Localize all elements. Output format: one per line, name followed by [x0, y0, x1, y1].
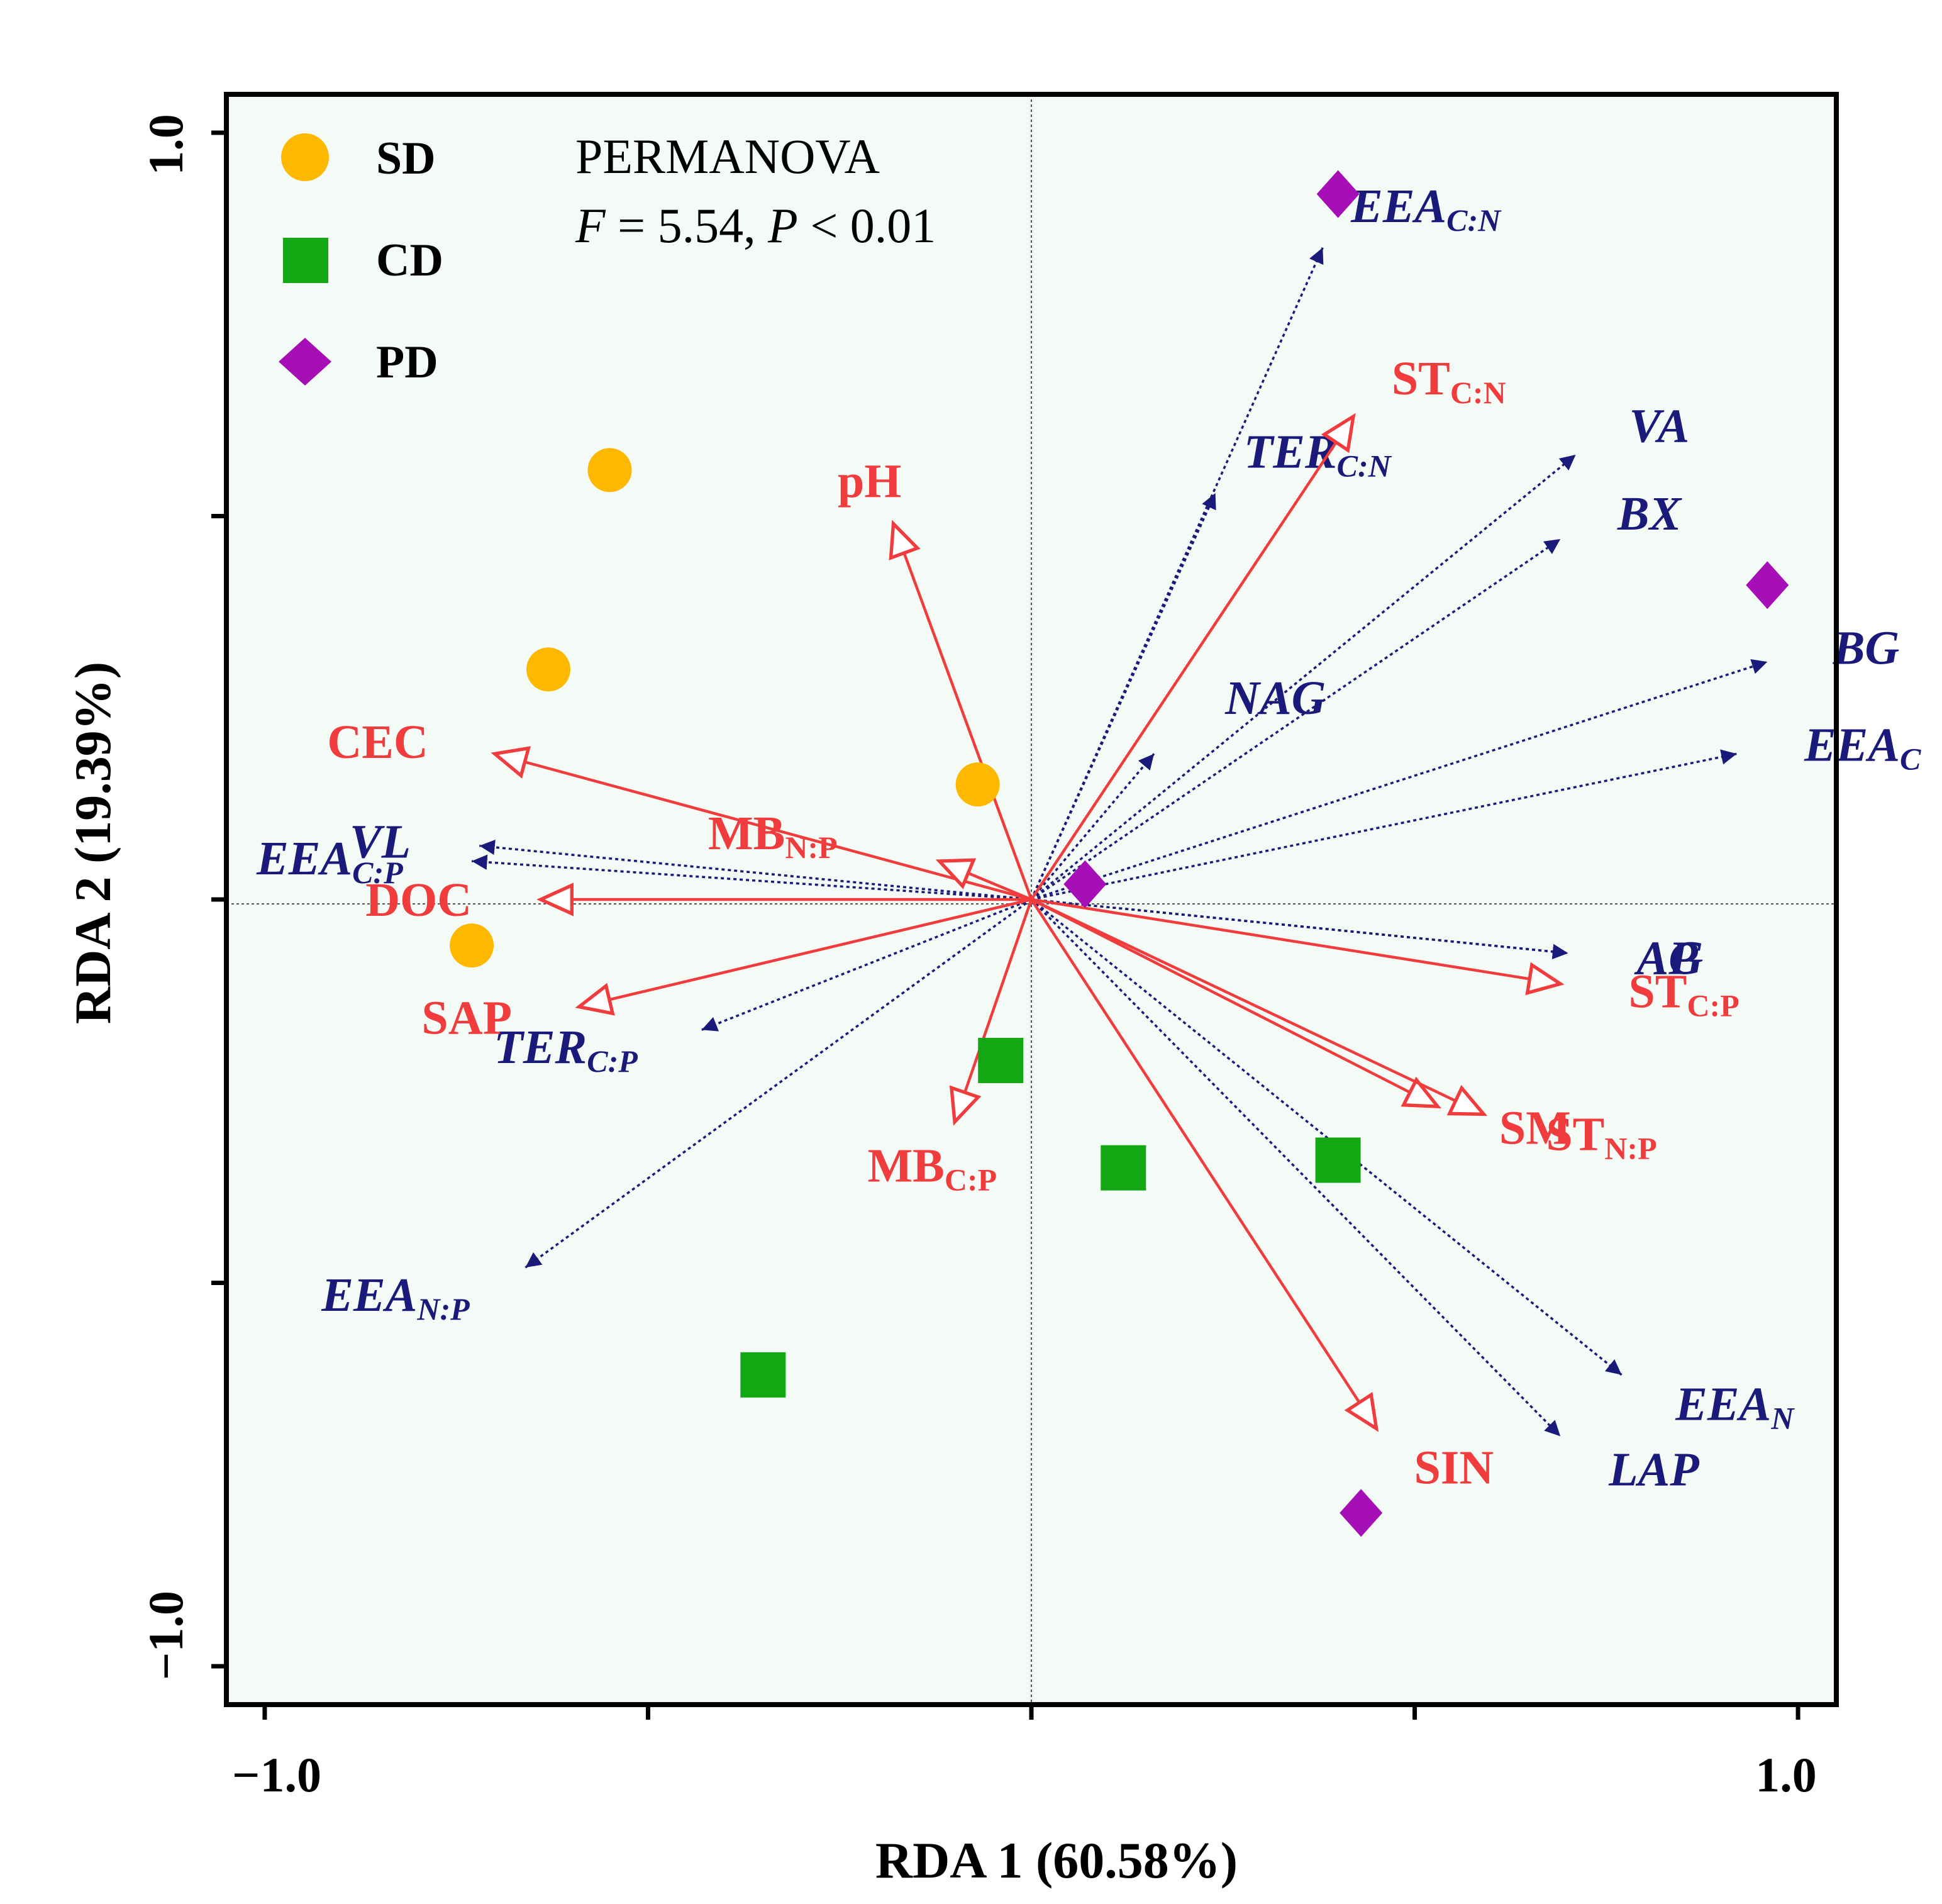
f-value: = 5.54, [606, 198, 768, 253]
enzyme-vector-ap-7-label: AP [1634, 932, 1699, 985]
enzyme-vector-lap-14-label: LAP [1608, 1443, 1699, 1496]
env-vector-sap-4-label: SAP [421, 992, 512, 1045]
point-cd-1 [1101, 1145, 1146, 1191]
env-vector-doc-3-label: DOC [365, 874, 472, 927]
y-axis-title: RDA 2 (19.39%) [64, 662, 121, 1024]
enzyme-vector-eean-13-label: EEAN [1675, 1378, 1795, 1436]
enzyme-vector-vl-9 [479, 839, 1032, 901]
env-vector-stcn-6 [1030, 413, 1356, 901]
legend: SD CD PD [279, 133, 443, 388]
enzyme-vector-nag-4-label: NAG [1224, 672, 1326, 725]
enzyme-vector-eeacp-10 [471, 854, 1032, 901]
point-cd-3 [740, 1352, 786, 1398]
env-vector-ph-0 [889, 520, 1033, 900]
env-vector-stcp-7 [1031, 898, 1565, 996]
point-pd-2 [1063, 860, 1107, 908]
x-tick-label-max: 1.0 [1755, 1747, 1817, 1802]
env-vector-sin-10 [1030, 898, 1379, 1432]
f-symbol: F [575, 198, 606, 253]
point-sd-3 [450, 923, 494, 968]
enzyme-vector-nag-4 [1030, 753, 1155, 901]
enzyme-vector-bg-5-label: BG [1833, 622, 1900, 675]
enzyme-vectors: EEAC:NTERC:NVABXNAGBGEEACAPAGVLEEAC:PTER… [256, 180, 1921, 1496]
point-pd-0 [1316, 170, 1360, 218]
env-vector-stnp-9-label: STN:P [1546, 1108, 1656, 1166]
enzyme-vector-eeac-6 [1031, 749, 1737, 901]
env-vector-mbcp-5-label: MBC:P [867, 1140, 997, 1198]
point-sd-1 [526, 647, 570, 692]
enzyme-vector-bg-5 [1031, 659, 1768, 901]
axis-ticks [211, 130, 1801, 1720]
point-cd-0 [978, 1038, 1024, 1083]
enzyme-vector-eeac-6-label: EEAC [1804, 719, 1921, 777]
enzyme-vector-tercp-11 [701, 898, 1032, 1032]
env-vector-stcn-6-label: STC:N [1392, 352, 1506, 410]
legend-label-pd: PD [376, 337, 438, 388]
env-vector-mbcp-5 [949, 899, 1033, 1126]
legend-marker-pd [279, 338, 331, 386]
env-vector-sm-8 [1030, 898, 1441, 1109]
env-vector-sap-4 [575, 898, 1032, 1016]
enzyme-vector-eeacp-10-label: EEAC:P [256, 832, 403, 890]
enzyme-vector-ag-8-label: AG [1634, 932, 1704, 985]
point-pd-1 [1746, 561, 1789, 610]
point-sd-2 [955, 762, 1000, 807]
env-vector-cec-1-label: CEC [327, 716, 428, 769]
env-vector-mbnp-2 [935, 858, 1032, 901]
enzyme-vector-va-2 [1030, 454, 1577, 901]
permanova-title: PERMANOVA [575, 129, 880, 184]
p-symbol: P [767, 198, 798, 253]
env-vector-mbnp-2-label: MBN:P [708, 807, 838, 865]
x-axis-title: RDA 1 (60.58%) [875, 1832, 1238, 1889]
permanova-stats: F = 5.54, P < 0.01 [575, 198, 936, 253]
p-value: < 0.01 [798, 198, 936, 253]
enzyme-vector-eeacn-0-label: EEAC:N [1350, 180, 1502, 238]
point-cd-2 [1315, 1137, 1361, 1183]
point-pd-3 [1340, 1489, 1383, 1537]
enzyme-vector-tercn-1 [1030, 493, 1217, 900]
env-vector-stcp-7-label: STC:P [1628, 966, 1739, 1023]
y-tick-label-min: −1.0 [138, 1591, 193, 1680]
sample-points [450, 170, 1789, 1537]
env-vector-sin-10-label: SIN [1414, 1441, 1494, 1494]
legend-label-sd: SD [376, 133, 436, 184]
env-vector-stnp-9 [1031, 898, 1488, 1116]
enzyme-vector-ag-8 [1031, 898, 1568, 960]
enzyme-vector-vl-9-label: VL [350, 816, 411, 869]
legend-marker-sd [281, 133, 329, 181]
env-vector-ph-0-label: pH [838, 455, 901, 508]
env-vector-sm-8-label: SM [1499, 1101, 1571, 1154]
legend-label-cd: CD [376, 235, 443, 286]
legend-marker-cd [283, 238, 328, 283]
enzyme-vector-tercp-11-label: TERC:P [494, 1021, 638, 1079]
point-sd-0 [587, 448, 632, 493]
enzyme-vector-bx-3-label: BX [1617, 487, 1683, 540]
enzyme-vector-va-2-label: VA [1629, 400, 1689, 453]
enzyme-vector-eeanp-12-label: EEAN:P [321, 1269, 470, 1327]
y-tick-label-max: 1.0 [138, 114, 193, 175]
x-tick-label-min: −1.0 [232, 1747, 321, 1802]
enzyme-vector-eean-13 [1030, 898, 1623, 1376]
